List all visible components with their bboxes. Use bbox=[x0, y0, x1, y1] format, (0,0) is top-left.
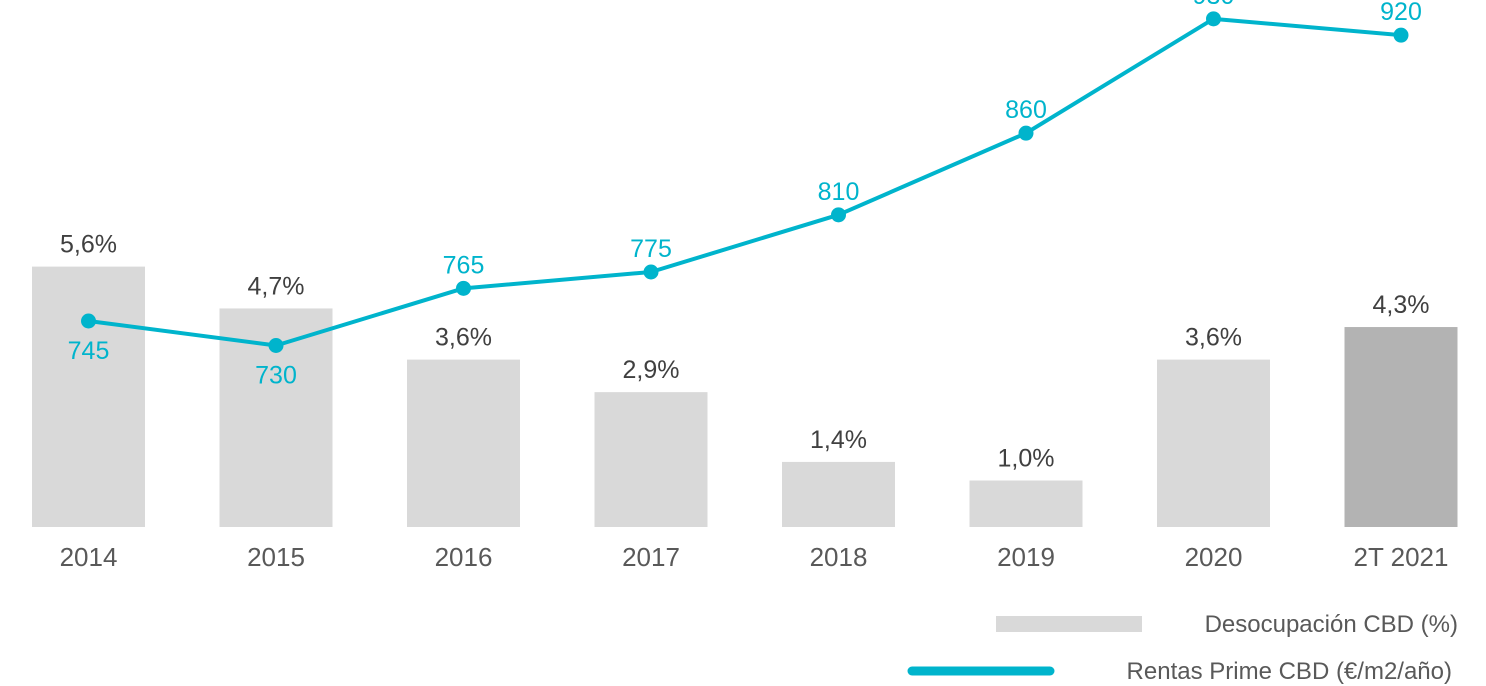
line-point bbox=[1393, 27, 1409, 43]
x-tick-label: 2014 bbox=[60, 542, 118, 572]
x-tick-label: 2018 bbox=[810, 542, 868, 572]
x-tick-label: 2015 bbox=[247, 542, 305, 572]
bar-series-desocupacion bbox=[32, 266, 1458, 527]
bar-value-label: 3,6% bbox=[435, 324, 492, 352]
x-tick-label: 2019 bbox=[997, 542, 1055, 572]
bar-value-label: 3,6% bbox=[1185, 324, 1242, 352]
bar-2016 bbox=[407, 359, 520, 527]
x-tick-label: 2T 2021 bbox=[1354, 542, 1449, 572]
line-series-rentas bbox=[81, 11, 1409, 353]
bar-value-label: 2,9% bbox=[623, 356, 680, 384]
bar-value-label: 4,7% bbox=[248, 272, 305, 300]
bar-value-label: 4,3% bbox=[1373, 291, 1430, 319]
line-point bbox=[831, 207, 846, 223]
legend: Desocupación CBD (%) Rentas Prime CBD (€… bbox=[907, 611, 1458, 685]
line-point bbox=[1018, 125, 1034, 141]
legend-swatch-desocupacion bbox=[996, 616, 1142, 632]
line-point bbox=[456, 280, 471, 296]
bar-value-label: 1,0% bbox=[998, 445, 1055, 473]
line-data-labels: 745 730 765 775 810 860 930 920 bbox=[68, 0, 1422, 389]
legend-label-desocupacion: Desocupación CBD (%) bbox=[1205, 611, 1458, 638]
line-point bbox=[1206, 11, 1221, 27]
line-value-label: 765 bbox=[443, 251, 485, 279]
bar-2018 bbox=[782, 461, 895, 527]
bar-2019 bbox=[969, 480, 1083, 527]
line-value-label: 810 bbox=[818, 178, 860, 206]
bar-2017 bbox=[594, 392, 708, 527]
x-tick-label: 2017 bbox=[622, 542, 680, 572]
bar-2014 bbox=[32, 266, 145, 527]
bar-2t-2021 bbox=[1344, 327, 1458, 527]
legend-label-rentas: Rentas Prime CBD (€/m2/año) bbox=[1127, 658, 1452, 685]
line-value-label: 920 bbox=[1380, 0, 1422, 26]
line-value-label: 745 bbox=[68, 337, 110, 365]
x-axis-labels: 2014 2015 2016 2017 2018 2019 2020 2T 2021 bbox=[60, 542, 1449, 572]
bar-2020 bbox=[1157, 359, 1270, 527]
x-tick-label: 2016 bbox=[435, 542, 493, 572]
line-value-label: 860 bbox=[1005, 96, 1047, 124]
line-point bbox=[643, 264, 659, 280]
line-value-label: 775 bbox=[630, 235, 672, 263]
line-value-label: 730 bbox=[255, 361, 297, 389]
line-value-label: 930 bbox=[1193, 0, 1235, 10]
x-tick-label: 2020 bbox=[1185, 542, 1243, 572]
bar-value-label: 1,4% bbox=[810, 426, 867, 454]
line-point bbox=[81, 313, 96, 329]
bar-value-label: 5,6% bbox=[60, 231, 117, 259]
rentas-line bbox=[88, 16, 1402, 348]
bar-data-labels: 5,6% 4,7% 3,6% 2,9% 1,4% 1,0% 3,6% 4,3% bbox=[60, 231, 1429, 473]
line-point bbox=[268, 337, 284, 353]
